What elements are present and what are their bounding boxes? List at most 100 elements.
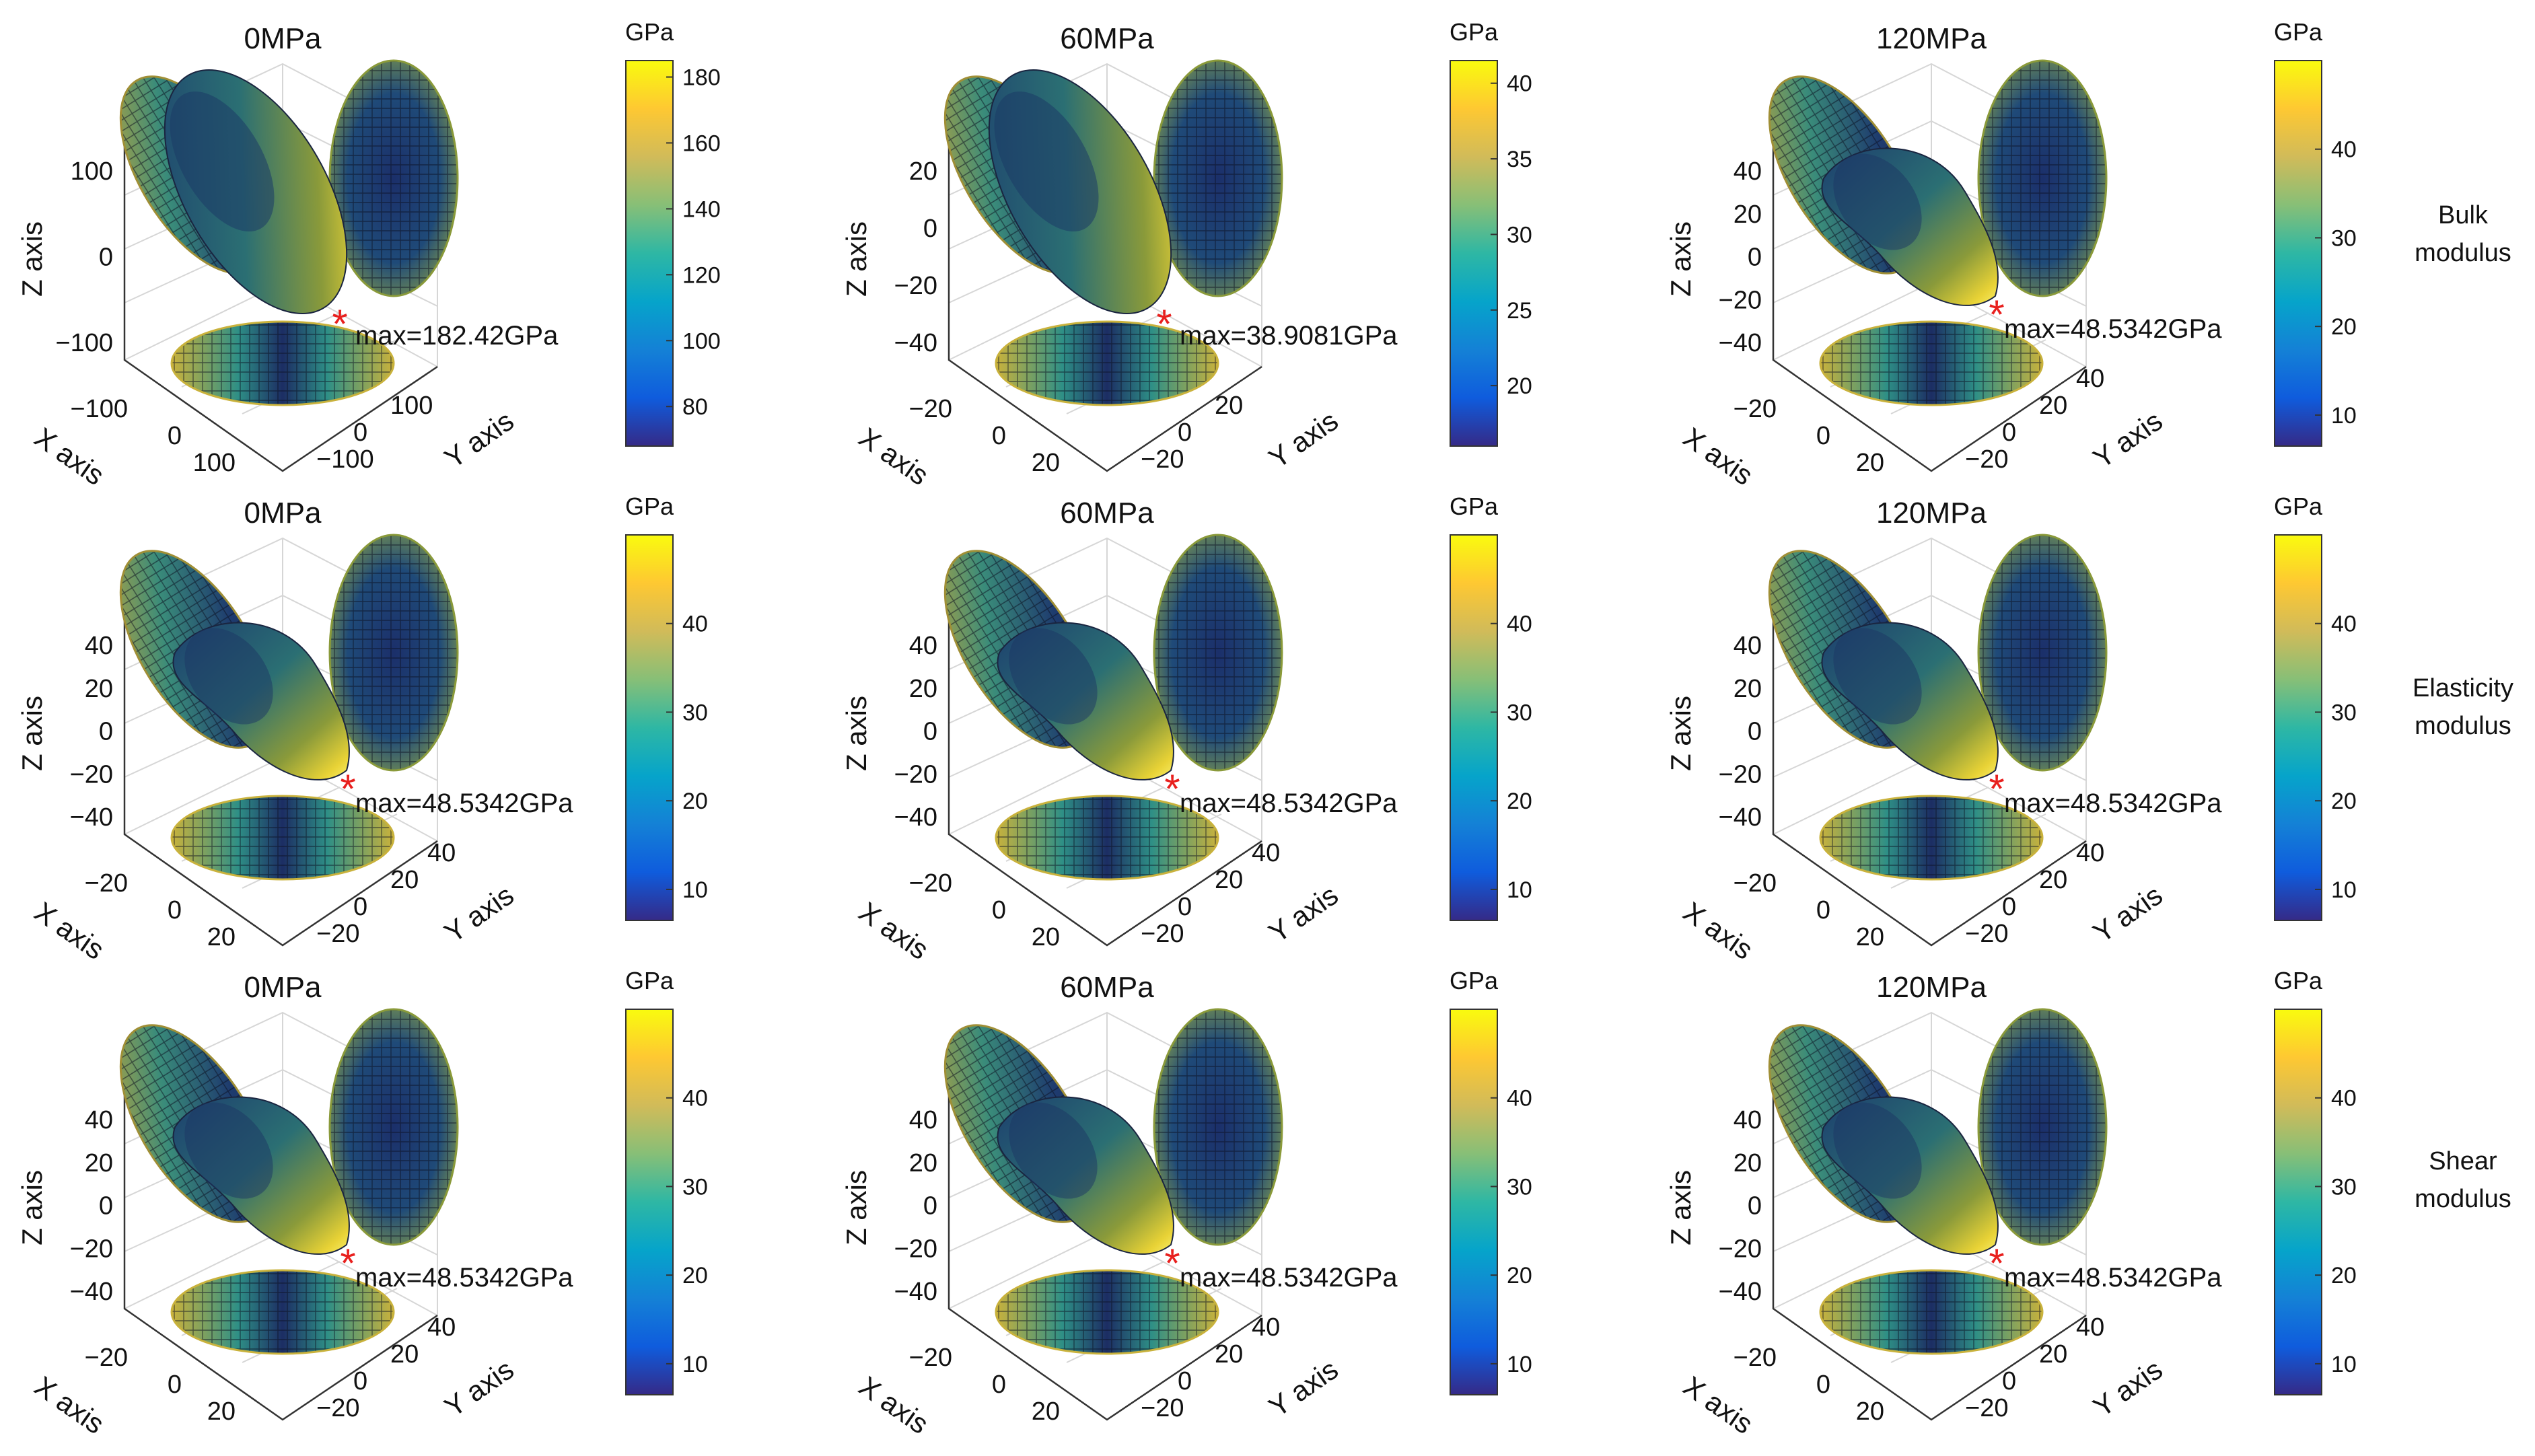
row-labels: Bulk modulus Elasticity modulus Shear mo…	[2413, 201, 2513, 1213]
y-tick-label: 40	[427, 1313, 456, 1342]
colorbar-tick-label: 10	[682, 877, 708, 903]
row-label-bulk-2: modulus	[2415, 239, 2511, 267]
colorbar	[625, 534, 674, 921]
colorbar-unit: GPa	[2274, 18, 2323, 46]
x-tick-label: −20	[1734, 869, 1777, 898]
colorbar-tick-label: 160	[682, 131, 721, 156]
x-tick-label: 0	[168, 1371, 182, 1399]
max-label: max=38.9081GPa	[1180, 321, 1398, 351]
surface-shade	[1833, 153, 1922, 250]
colorbar-tick-label: 30	[1507, 1174, 1532, 1200]
colorbar-tick-label: 10	[1507, 1352, 1532, 1377]
z-tick-label: 20	[85, 675, 113, 703]
z-tick-label: −40	[894, 1278, 937, 1306]
x-tick-label: 20	[1856, 923, 1884, 951]
surface-shade	[1009, 1102, 1098, 1199]
y-tick-label: −20	[1965, 920, 2008, 948]
y-axis-label: Y axis	[1263, 1353, 1344, 1423]
xy-projection-mesh	[995, 320, 1219, 406]
max-label: max=182.42GPa	[355, 321, 559, 351]
z-tick-label: 0	[99, 718, 113, 746]
x-axis-label: X axis	[1678, 421, 1759, 491]
y-tick-label: −20	[316, 920, 359, 948]
axis-lines	[1772, 612, 2087, 947]
z-tick-label: −40	[1719, 803, 1762, 832]
yz-projection-mesh	[328, 534, 459, 772]
y-tick-label: −20	[316, 1394, 359, 1422]
z-axis-label: Z axis	[16, 221, 48, 297]
z-tick-label: 0	[923, 1192, 937, 1221]
colorbar	[2274, 534, 2322, 921]
colorbar-tick-label: 40	[1507, 1086, 1532, 1112]
axis-lines	[1772, 1087, 2087, 1421]
colorbar-unit: GPa	[2274, 493, 2323, 520]
surface-shade	[184, 1102, 273, 1199]
yz-projection-mesh	[1153, 1008, 1283, 1246]
x-axis-label: X axis	[29, 896, 110, 966]
max-label: max=48.5342GPa	[2004, 789, 2222, 818]
colorbar-tick-label: 20	[1507, 373, 1532, 399]
colorbar-tick-label: 20	[2331, 789, 2357, 814]
colorbar-tick-label: 40	[682, 612, 708, 637]
z-tick-label: 20	[909, 675, 937, 703]
z-tick-label: 40	[85, 1106, 113, 1134]
y-axis-label: Y axis	[2087, 1353, 2168, 1423]
z-axis-label: Z axis	[16, 696, 48, 771]
max-marker: *	[1989, 292, 2004, 337]
max-label: max=48.5342GPa	[2004, 1263, 2222, 1293]
y-tick-label: 40	[2076, 1313, 2104, 1342]
z-tick-label: −40	[70, 803, 113, 832]
z-axis-label: Z axis	[1665, 221, 1697, 297]
colorbar-tick-label: 40	[2331, 137, 2357, 163]
row-label-shear-2: modulus	[2415, 1185, 2511, 1213]
x-tick-label: 100	[193, 449, 236, 477]
max-marker: *	[1156, 301, 1172, 347]
z-tick-label: −20	[894, 272, 937, 300]
row-label-elasticity-1: Elasticity	[2413, 674, 2513, 702]
yz-projection-mesh	[1977, 59, 2108, 297]
y-tick-label: −20	[1141, 920, 1184, 948]
y-tick-label: −20	[1965, 1394, 2008, 1422]
colorbar-tick-label: 10	[2331, 1352, 2357, 1377]
y-axis-label: Y axis	[1263, 879, 1344, 949]
x-axis-label: X axis	[29, 421, 110, 491]
y-tick-label: 0	[353, 418, 367, 447]
z-tick-label: 40	[1734, 157, 1762, 186]
colorbar-tick-label: 40	[2331, 1086, 2357, 1112]
y-tick-label: 0	[1178, 893, 1192, 921]
y-axis-label: Y axis	[2087, 879, 2168, 949]
colorbar	[1450, 60, 1498, 447]
y-tick-label: 0	[2002, 418, 2016, 447]
colorbar-tick-label: 20	[2331, 1263, 2357, 1288]
xy-projection-mesh	[995, 795, 1219, 881]
max-label: max=48.5342GPa	[1180, 1263, 1398, 1293]
yz-projection-mesh	[1153, 59, 1283, 297]
z-tick-label: 0	[1748, 244, 1762, 272]
x-tick-label: 0	[992, 896, 1006, 924]
y-axis-label: Y axis	[439, 1353, 520, 1423]
z-axis-label: Z axis	[841, 696, 872, 771]
z-tick-label: −20	[894, 760, 937, 789]
z-tick-label: 40	[909, 632, 937, 660]
z-tick-label: −40	[1719, 329, 1762, 357]
colorbar-tick-label: 10	[2331, 403, 2357, 429]
max-label: max=48.5342GPa	[355, 789, 573, 818]
colorbar-tick-label: 30	[682, 1174, 708, 1200]
x-tick-label: −20	[85, 1344, 128, 1372]
colorbar-tick-label: 40	[1507, 612, 1532, 637]
z-tick-label: 0	[1748, 718, 1762, 746]
x-tick-label: −100	[70, 395, 128, 423]
y-tick-label: 20	[1215, 392, 1243, 420]
xy-projection-mesh	[1819, 1269, 2044, 1355]
z-tick-label: 40	[85, 632, 113, 660]
z-tick-label: −20	[1719, 760, 1762, 789]
axis-lines	[123, 612, 438, 947]
y-tick-label: 0	[2002, 893, 2016, 921]
max-marker: *	[340, 1241, 355, 1286]
yz-projection-mesh	[1977, 1008, 2108, 1246]
